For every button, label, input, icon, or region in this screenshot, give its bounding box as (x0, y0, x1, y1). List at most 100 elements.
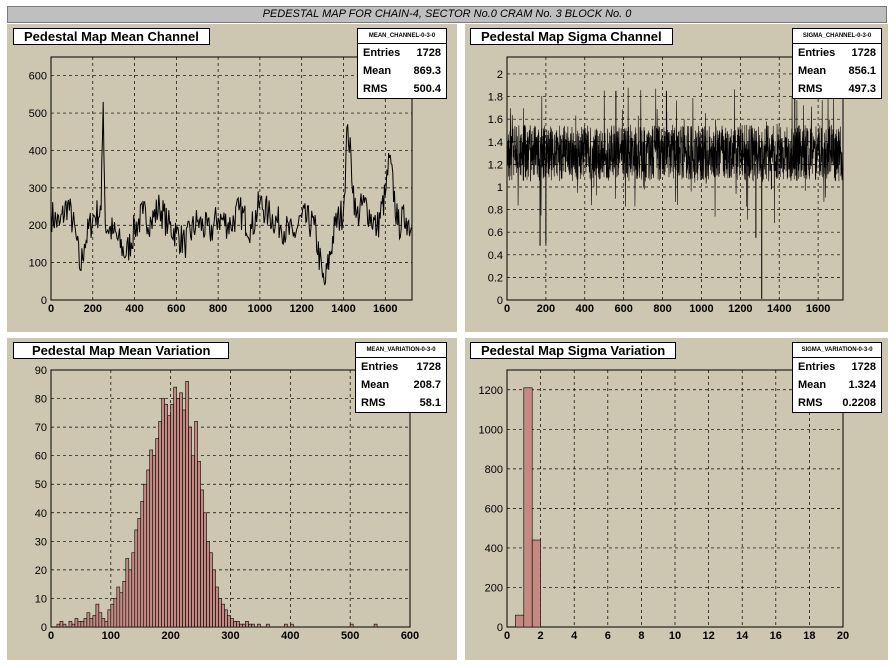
y-tick-label: 1.2 (488, 159, 503, 171)
histogram-bin (137, 518, 142, 628)
x-tick-label: 8 (638, 630, 644, 642)
y-tick-label: 100 (29, 258, 47, 270)
x-tick-label: 1400 (331, 303, 355, 315)
y-tick-label: 0 (497, 295, 503, 307)
stat-label: RMS (798, 83, 823, 95)
histogram-bin (140, 501, 145, 628)
histogram-bin (74, 618, 79, 628)
y-tick-label: 0 (497, 622, 503, 634)
x-tick-label: 800 (209, 303, 227, 315)
stat-label: RMS (363, 83, 388, 95)
histogram-bin (104, 620, 109, 628)
histogram-bin (77, 620, 82, 628)
stat-value: 1728 (416, 47, 441, 59)
chart-0: 0 200 400 600 800 1000 1200 1400 1600 0 100 200 300 4… (29, 56, 413, 315)
y-tick-label: 600 (485, 503, 503, 515)
x-tick-label: 1000 (248, 303, 272, 315)
x-tick-label: 500 (341, 630, 359, 642)
y-tick-label: 60 (35, 451, 47, 463)
histogram-bin (284, 623, 288, 628)
histogram-bin (83, 618, 88, 628)
x-tick-label: 0 (504, 303, 510, 315)
histogram-bin (152, 455, 157, 628)
x-tick-label: 14 (736, 630, 749, 642)
histogram-bin (185, 381, 189, 628)
histogram-bin (236, 620, 240, 628)
stat-label: Entries (363, 47, 401, 59)
histogram-bin (161, 398, 165, 628)
y-tick-label: 300 (29, 183, 47, 195)
histogram-bin (128, 569, 133, 628)
x-tick-label: 1200 (728, 303, 752, 315)
stat-value: 208.7 (413, 379, 441, 391)
histogram-bin (233, 620, 237, 628)
stat-value: 500.4 (413, 83, 441, 95)
stat-label: Mean (798, 379, 827, 391)
histogram-bin (523, 387, 533, 628)
stat-label: RMS (798, 397, 823, 409)
histogram-bin (110, 603, 115, 628)
stats-box: SIGMA_CHANNEL-0-3-0 Entries 1728 Mean 856.… (792, 28, 882, 99)
x-tick-label: 10 (669, 630, 681, 642)
histogram-bin (239, 623, 243, 628)
chart-2: 0 100 200 300 400 500 600 0 10 20 30 40 50 60 70 80 90 (35, 365, 419, 642)
y-tick-label: 600 (29, 71, 47, 83)
histogram-bin (188, 426, 192, 628)
histogram-bin (125, 558, 130, 628)
histogram-bin (86, 612, 91, 628)
histogram-bin (170, 403, 174, 628)
x-tick-label: 200 (84, 303, 102, 315)
x-tick-label: 0 (504, 630, 510, 642)
histogram-bin (191, 455, 195, 628)
y-tick-label: 50 (35, 479, 47, 491)
histogram-bin (119, 592, 124, 628)
x-tick-label: 200 (537, 303, 555, 315)
histogram-bin (107, 609, 112, 628)
x-tick-label: 200 (161, 630, 179, 642)
histogram-bin (173, 386, 177, 628)
histogram-bin (266, 623, 270, 628)
histogram-bin (248, 623, 252, 628)
histogram-bin (62, 623, 67, 628)
stat-value: 1728 (416, 361, 441, 373)
y-tick-label: 1.4 (488, 137, 503, 149)
histogram-bin (176, 398, 180, 628)
y-tick-label: 20 (35, 565, 47, 577)
histogram-bin (251, 623, 255, 628)
y-tick-label: 200 (29, 220, 47, 232)
histogram-bin (80, 620, 85, 628)
stat-label: Entries (798, 47, 836, 59)
x-tick-label: 600 (401, 630, 419, 642)
y-tick-label: 0 (41, 622, 47, 634)
histogram-bin (194, 421, 198, 628)
y-tick-label: 10 (35, 593, 47, 605)
y-tick-label: 1 (497, 182, 503, 194)
histogram-bin (218, 598, 222, 628)
y-tick-label: 0.6 (488, 227, 503, 239)
x-tick-label: 400 (125, 303, 143, 315)
histogram-bin (209, 552, 213, 628)
stats-name: MEAN_VARIATION-0-3-0 (356, 343, 446, 358)
page-banner: PEDESTAL MAP FOR CHAIN-4, SECTOR No.0 CR… (7, 6, 887, 23)
stat-value: 0.2208 (842, 397, 876, 409)
x-tick-label: 2 (538, 630, 544, 642)
y-tick-label: 30 (35, 536, 47, 548)
stats-box: MEAN_VARIATION-0-3-0 Entries 1728 Mean 208… (355, 342, 447, 413)
histogram-bin (95, 603, 100, 628)
y-tick-label: 90 (35, 365, 47, 377)
x-tick-label: 300 (221, 630, 239, 642)
panel-title: Pedestal Map Mean Variation (13, 342, 230, 359)
x-tick-label: 1200 (289, 303, 313, 315)
histogram-bin (89, 618, 94, 628)
stat-value: 1728 (851, 47, 876, 59)
histogram-bin (113, 598, 118, 628)
histogram-bin (531, 539, 541, 628)
histogram-bin (206, 541, 210, 628)
x-tick-label: 20 (837, 630, 849, 642)
x-tick-label: 1600 (373, 303, 397, 315)
panel-title: Pedestal Map Sigma Variation (470, 342, 677, 359)
x-tick-label: 0 (48, 303, 54, 315)
y-tick-label: 1.8 (488, 92, 503, 104)
y-tick-label: 1000 (479, 424, 503, 436)
